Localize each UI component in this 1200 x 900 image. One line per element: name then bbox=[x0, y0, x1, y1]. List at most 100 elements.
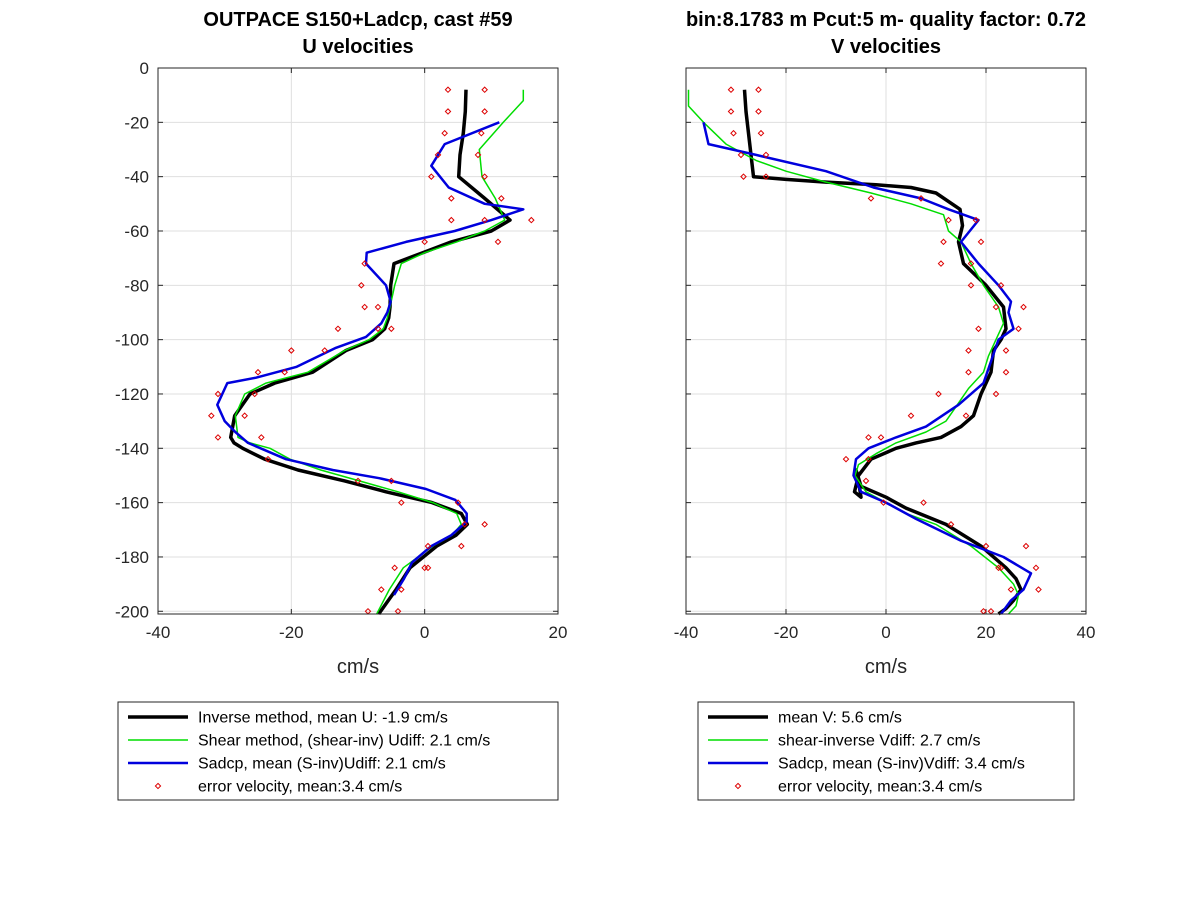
error-velocity-point bbox=[982, 542, 990, 550]
error-velocity-point bbox=[474, 151, 482, 159]
error-velocity-point bbox=[965, 347, 972, 354]
y-tick-label: -140 bbox=[115, 439, 149, 458]
u-x-axis-label: cm/s bbox=[337, 656, 379, 678]
error-velocity-point bbox=[1002, 368, 1010, 376]
error-velocity-point bbox=[428, 173, 435, 180]
v-panel-subtitle: V velocities bbox=[831, 36, 941, 58]
error-velocity-point bbox=[448, 195, 455, 202]
error-velocity-point bbox=[947, 521, 955, 528]
x-tick-label: -20 bbox=[279, 623, 304, 642]
error-velocity-point bbox=[321, 347, 328, 354]
y-tick-label: -200 bbox=[115, 602, 149, 621]
series-line-2 bbox=[216, 121, 525, 596]
series-line-2 bbox=[702, 122, 1033, 615]
legend-entry: Inverse method, mean U: -1.9 cm/s bbox=[198, 710, 448, 727]
legend-box bbox=[117, 701, 559, 801]
error-velocity-point bbox=[992, 303, 1000, 311]
error-velocity-point bbox=[528, 216, 535, 224]
y-tick-label: -160 bbox=[115, 494, 149, 513]
x-tick-label: 40 bbox=[1077, 623, 1096, 642]
series-line-0 bbox=[742, 89, 1023, 616]
error-velocity-point bbox=[877, 434, 885, 441]
error-velocity-point bbox=[842, 455, 850, 463]
error-velocity-point bbox=[481, 108, 488, 115]
error-velocity-point bbox=[434, 151, 442, 159]
y-tick-label: -60 bbox=[124, 222, 149, 241]
error-velocity-point bbox=[398, 499, 405, 506]
u-x-ticks: -40 -20 0 20 bbox=[146, 68, 568, 642]
x-tick-label: 0 bbox=[881, 623, 890, 642]
error-velocity-point bbox=[737, 151, 745, 159]
error-velocity-point bbox=[740, 173, 747, 180]
error-velocity-point bbox=[214, 390, 222, 398]
y-tick-label: 0 bbox=[140, 59, 149, 78]
error-velocity-point bbox=[865, 434, 872, 441]
error-velocity-point bbox=[907, 412, 915, 420]
v-series bbox=[687, 86, 1042, 616]
error-velocity-point bbox=[254, 368, 262, 376]
series-line-1 bbox=[687, 89, 1020, 615]
error-velocity-point bbox=[421, 238, 428, 246]
error-velocity-point bbox=[494, 238, 502, 246]
error-velocity-point bbox=[862, 477, 870, 485]
error-velocity-point bbox=[967, 282, 975, 289]
v-x-axis-label: cm/s bbox=[865, 656, 907, 678]
u-legend: Inverse method, mean U: -1.9 cm/s Shear m… bbox=[117, 701, 559, 801]
legend-entry: shear-inverse Vdiff: 2.7 cm/s bbox=[778, 733, 980, 750]
error-velocity-point bbox=[258, 434, 265, 441]
error-velocity-point bbox=[441, 129, 448, 137]
error-velocity-point bbox=[448, 216, 455, 224]
u-axes-frame bbox=[157, 67, 559, 615]
y-tick-label: -180 bbox=[115, 548, 149, 567]
error-velocity-point bbox=[481, 521, 488, 528]
error-velocity-point bbox=[374, 325, 382, 333]
error-velocity-point bbox=[965, 368, 972, 376]
legend-entry: error velocity, mean:3.4 cm/s bbox=[778, 779, 982, 796]
error-velocity-point bbox=[281, 368, 288, 376]
error-velocity-point bbox=[481, 216, 488, 224]
y-tick-label: -120 bbox=[115, 385, 149, 404]
error-velocity-point bbox=[727, 108, 735, 115]
error-velocity-point bbox=[755, 86, 762, 94]
x-tick-label: -40 bbox=[146, 623, 171, 642]
error-velocity-point bbox=[1022, 542, 1030, 550]
error-velocity-point bbox=[458, 542, 465, 550]
error-velocity-point bbox=[1007, 586, 1015, 593]
error-velocity-point bbox=[241, 412, 248, 420]
error-velocity-point bbox=[1032, 564, 1040, 572]
u-panel-title: OUTPACE S150+Ladcp, cast #59 bbox=[203, 9, 512, 31]
error-velocity-point bbox=[995, 564, 1002, 572]
error-velocity-point bbox=[388, 325, 395, 333]
error-velocity-point bbox=[865, 455, 872, 463]
error-velocity-point bbox=[977, 238, 985, 246]
x-tick-label: 20 bbox=[549, 623, 568, 642]
error-velocity-point bbox=[361, 303, 368, 311]
u-velocity-panel: OUTPACE S150+Ladcp, cast #59 U velocitie… bbox=[115, 9, 568, 801]
v-panel-title: bin:8.1783 m Pcut:5 m- quality factor: 0… bbox=[686, 9, 1086, 31]
error-velocity-point bbox=[378, 586, 385, 593]
error-velocity-point bbox=[361, 260, 368, 267]
legend-entry: Sadcp, mean (S-inv)Udiff: 2.1 cm/s bbox=[198, 756, 446, 773]
error-velocity-point bbox=[208, 412, 215, 420]
error-velocity-point bbox=[962, 412, 970, 420]
error-velocity-point bbox=[214, 434, 222, 441]
y-tick-label: -40 bbox=[124, 168, 149, 187]
error-velocity-point bbox=[975, 325, 982, 333]
v-y-ticks bbox=[686, 67, 1086, 612]
y-tick-label: -100 bbox=[115, 331, 149, 350]
error-velocity-point bbox=[730, 129, 737, 137]
error-velocity-point bbox=[388, 477, 395, 485]
error-velocity-point bbox=[1015, 325, 1022, 333]
error-velocity-point bbox=[1002, 347, 1010, 354]
error-velocity-point bbox=[945, 216, 952, 224]
u-y-ticks: 0 -20 -40 -60 -80 -100 -120 -140 -160 -180 -200 bbox=[115, 59, 558, 621]
legend-marker bbox=[734, 782, 742, 790]
x-tick-label: 20 bbox=[977, 623, 996, 642]
error-velocity-point bbox=[935, 390, 942, 398]
error-velocity-point bbox=[1020, 303, 1027, 311]
x-tick-label: -20 bbox=[774, 623, 799, 642]
error-velocity-point bbox=[1035, 586, 1042, 593]
error-velocity-point bbox=[478, 129, 485, 137]
error-velocity-point bbox=[481, 86, 488, 94]
error-velocity-point bbox=[288, 347, 295, 354]
